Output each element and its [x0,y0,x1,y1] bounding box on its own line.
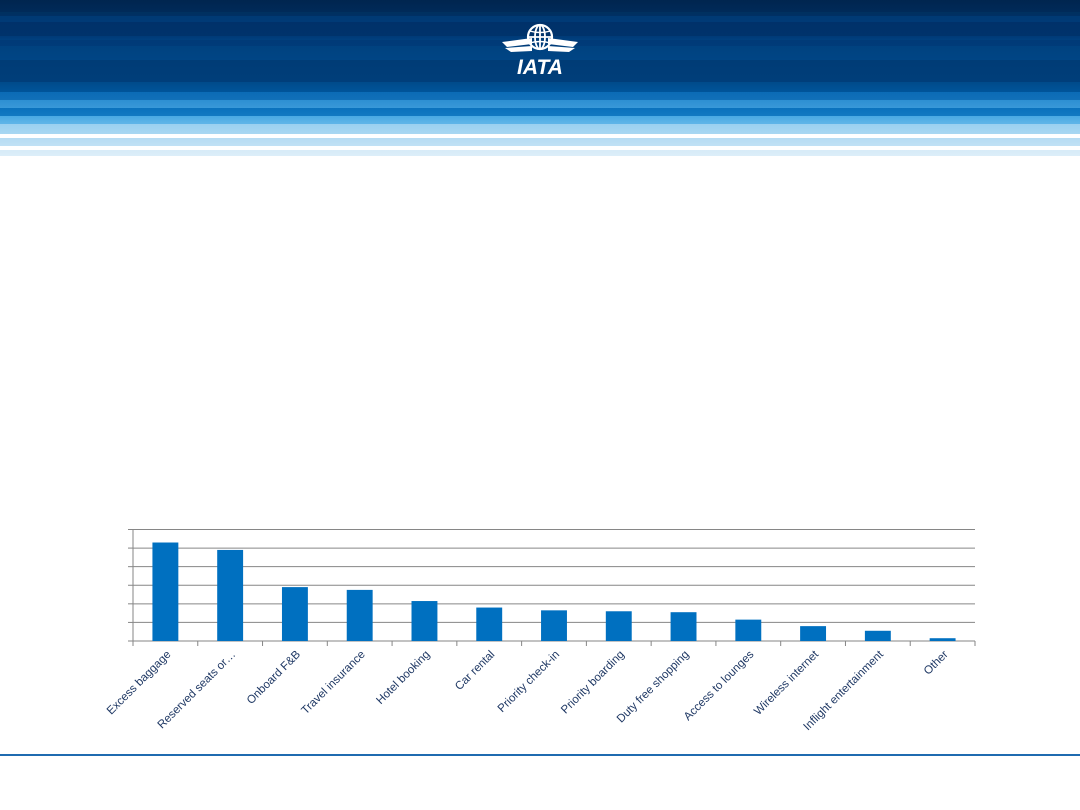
x-tick-label: Travel insurance [300,649,368,717]
x-tick-label: Priority check-in [496,649,562,715]
iata-logo: IATA [498,22,582,78]
x-tick-label: Hotel booking [374,649,432,707]
x-tick-label: Priority boarding [559,649,627,717]
bar [929,638,956,641]
bar [346,589,373,641]
footer-divider [0,754,1080,756]
x-tick-label: Duty free shopping [615,649,692,726]
x-tick-label: Access to lounges [682,648,757,723]
bar [605,611,632,641]
bar [670,612,697,641]
bar [541,610,567,641]
bar [411,601,438,641]
bar [476,607,503,641]
x-tick-label: Car rental [453,649,497,693]
x-tick-label: Onboard F&B [245,648,303,706]
x-tick-label: Wireless internet [752,648,822,718]
bar [152,542,179,641]
bar [735,619,762,641]
bar [800,626,827,641]
bar [217,549,244,641]
x-tick-label: Excess baggage [105,649,174,718]
logo-text: IATA [517,56,563,78]
bar [864,630,891,641]
bar [281,587,308,641]
header-banner: IATA [0,0,1080,162]
x-tick-label: Other [922,649,951,678]
